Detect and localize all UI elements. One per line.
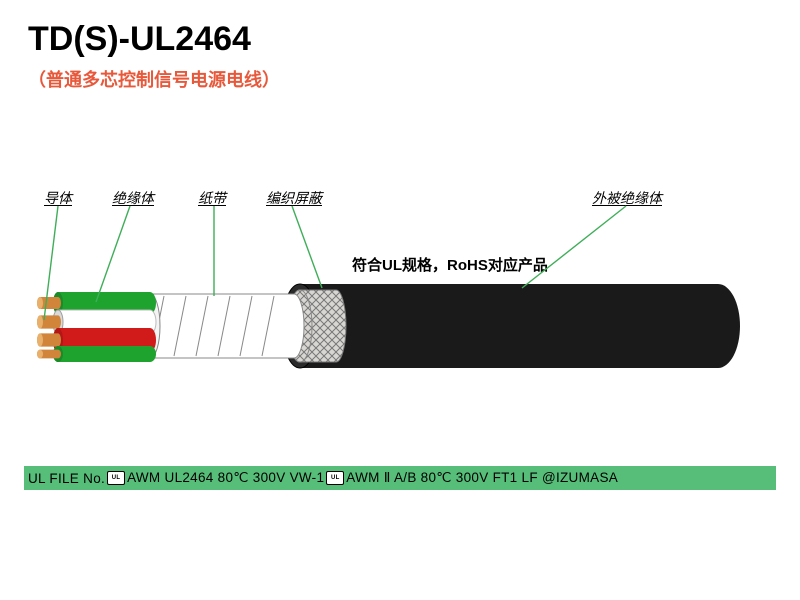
ul-mark-icon: UL (107, 471, 125, 485)
cable-diagram (0, 0, 800, 600)
ul-mark-icon: UL (326, 471, 344, 485)
spec-seg1: UL FILE No. (28, 471, 105, 486)
spec-bar: UL FILE No. UL AWM UL2464 80℃ 300V VW-1 … (24, 466, 776, 490)
spec-seg3: AWM Ⅱ A/B 80℃ 300V FT1 LF @IZUMASA (346, 470, 618, 486)
spec-seg2: AWM UL2464 80℃ 300V VW-1 (127, 470, 324, 486)
